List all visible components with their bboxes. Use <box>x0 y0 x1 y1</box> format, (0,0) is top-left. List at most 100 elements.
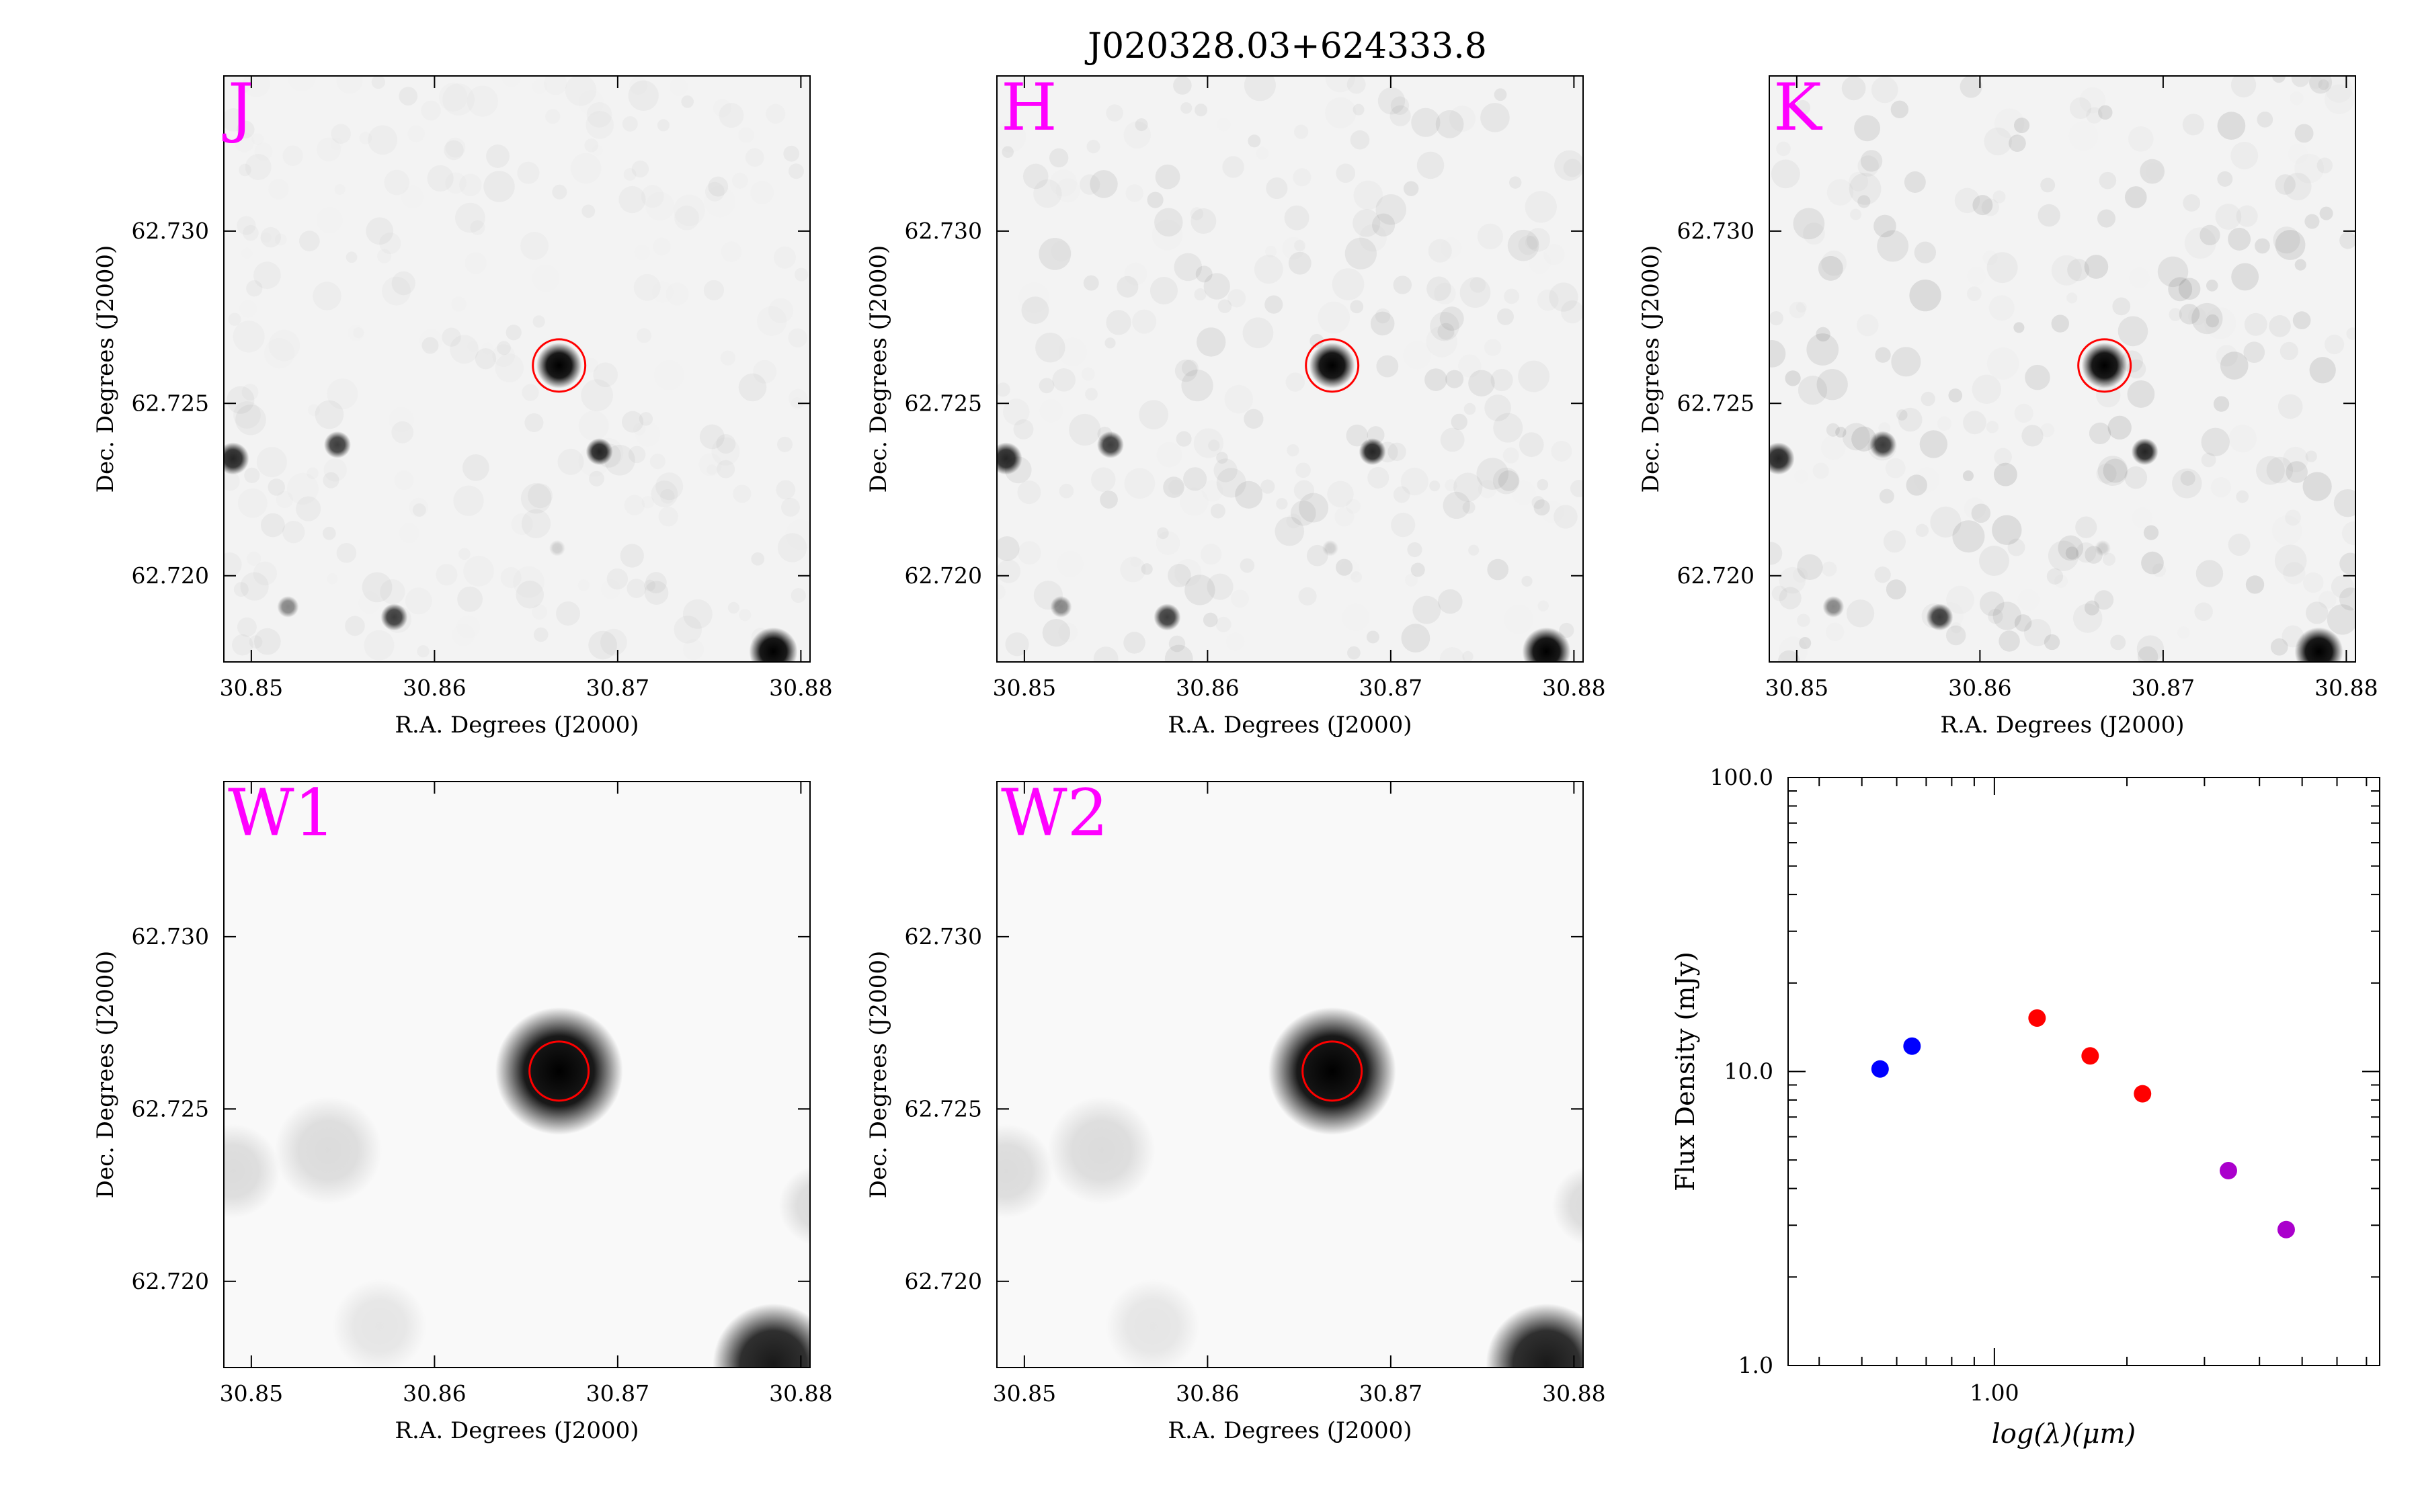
noise-mottle <box>1377 87 1406 115</box>
noise-mottle <box>1988 608 2003 624</box>
noise-mottle <box>2067 259 2090 282</box>
noise-mottle <box>1979 546 2009 576</box>
noise-mottle <box>1873 214 1896 238</box>
noise-mottle <box>1914 241 1937 263</box>
noise-mottle <box>407 125 425 142</box>
noise-mottle <box>244 468 259 483</box>
noise-mottle <box>2339 552 2355 575</box>
data-point <box>2134 1085 2152 1103</box>
noise-mottle <box>268 478 285 496</box>
noise-mottle <box>1835 426 1847 438</box>
noise-mottle <box>1987 347 2019 380</box>
noise-mottle <box>629 446 646 464</box>
noise-mottle <box>1769 340 1786 368</box>
noise-mottle <box>2309 357 2336 384</box>
noise-mottle <box>721 350 735 365</box>
noise-mottle <box>1213 458 1238 482</box>
noise-mottle <box>1035 332 1065 363</box>
noise-mottle <box>1141 563 1153 575</box>
noise-mottle <box>1850 209 1861 220</box>
noise-mottle <box>1967 267 1986 286</box>
source-blob <box>323 431 351 458</box>
noise-mottle <box>439 83 468 112</box>
noise-mottle <box>2216 345 2238 366</box>
noise-mottle <box>261 513 285 538</box>
noise-mottle <box>455 203 485 233</box>
noise-mottle <box>783 146 799 162</box>
source-blob <box>586 438 613 466</box>
noise-mottle <box>1106 310 1131 335</box>
source-blob <box>1822 595 1845 618</box>
noise-mottle <box>452 624 475 646</box>
noise-mottle <box>366 217 393 245</box>
noise-mottle <box>401 185 424 208</box>
noise-mottle <box>427 165 453 192</box>
noise-mottle <box>1387 443 1406 462</box>
x-tick-label: 1.00 <box>1970 1380 2019 1406</box>
x-tick-label: 30.87 <box>586 675 649 701</box>
noise-mottle <box>1018 541 1041 564</box>
noise-mottle <box>524 413 543 432</box>
noise-mottle <box>1999 630 2020 652</box>
noise-mottle <box>757 306 787 336</box>
noise-mottle <box>1227 289 1246 307</box>
noise-mottle <box>233 321 264 352</box>
noise-mottle <box>1147 192 1164 208</box>
noise-mottle <box>1460 277 1491 308</box>
noise-mottle <box>1993 462 2017 487</box>
noise-mottle <box>1059 484 1074 499</box>
y-axis-label: Dec. Degrees (J2000) <box>865 951 892 1199</box>
noise-mottle <box>1039 399 1063 423</box>
noise-mottle <box>1216 468 1246 498</box>
noise-mottle <box>1093 646 1119 662</box>
y-axis-label: Dec. Degrees (J2000) <box>865 245 892 493</box>
noise-mottle <box>2013 322 2025 333</box>
source-blob <box>749 627 798 662</box>
y-tick-label: 62.725 <box>905 1095 982 1122</box>
noise-mottle <box>1871 77 1898 103</box>
noise-mottle <box>1785 370 1801 386</box>
noise-mottle <box>1992 190 2005 203</box>
noise-mottle <box>1244 76 1276 101</box>
noise-mottle <box>1806 333 1839 366</box>
noise-mottle <box>1416 151 1445 179</box>
noise-mottle <box>2044 634 2060 650</box>
source-blob <box>713 1303 810 1368</box>
noise-mottle <box>1445 370 1464 388</box>
noise-mottle <box>1401 624 1430 653</box>
panel-frame <box>996 75 1584 663</box>
noise-mottle <box>1453 472 1483 502</box>
noise-mottle <box>1875 347 1891 363</box>
noise-mottle <box>2171 468 2202 499</box>
noise-mottle <box>1226 632 1245 651</box>
noise-mottle <box>2256 456 2285 485</box>
noise-mottle <box>1813 462 1829 478</box>
noise-mottle <box>348 325 364 341</box>
noise-mottle <box>1561 300 1584 323</box>
noise-mottle <box>2275 230 2306 260</box>
noise-mottle <box>1930 506 1962 538</box>
noise-mottle <box>624 495 645 515</box>
noise-mottle <box>1846 599 1875 628</box>
noise-mottle <box>335 184 346 195</box>
noise-mottle <box>2183 194 2201 212</box>
data-point <box>2219 1162 2237 1180</box>
x-axis-label: R.A. Degrees (J2000) <box>1168 712 1412 739</box>
noise-mottle <box>2007 538 2025 556</box>
image-background <box>224 76 810 662</box>
noise-mottle <box>2290 91 2304 106</box>
noise-mottle <box>1294 124 1308 138</box>
noise-mottle <box>1195 103 1208 117</box>
x-axis-label: R.A. Degrees (J2000) <box>395 712 639 739</box>
noise-mottle <box>2110 634 2126 650</box>
noise-mottle <box>1353 181 1383 210</box>
noise-mottle <box>2303 573 2324 593</box>
noise-mottle <box>1325 97 1356 128</box>
noise-mottle <box>1083 275 1099 291</box>
noise-mottle <box>1285 372 1305 392</box>
noise-mottle <box>481 342 494 355</box>
noise-mottle <box>1816 327 1830 342</box>
noise-mottle <box>1332 268 1365 300</box>
noise-mottle <box>405 587 432 614</box>
noise-mottle <box>2217 171 2233 187</box>
